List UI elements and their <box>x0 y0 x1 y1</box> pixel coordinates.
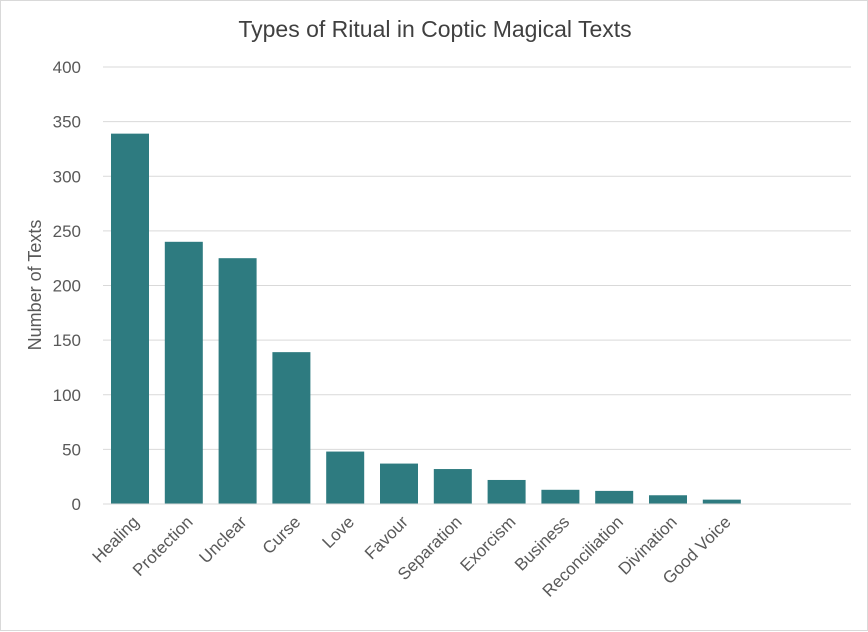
bar-unclear <box>218 258 257 504</box>
y-tick-label: 350 <box>53 113 81 132</box>
y-tick-label: 400 <box>53 58 81 77</box>
bar-favour <box>380 463 418 504</box>
bar-healing <box>111 133 149 504</box>
y-axis-label: Number of Texts <box>25 220 45 351</box>
bar-protection <box>164 241 203 505</box>
gridlines <box>103 66 851 505</box>
bar-divination <box>649 495 687 504</box>
y-tick-label: 100 <box>53 386 81 405</box>
bar-separation <box>433 469 472 504</box>
y-tick-label: 0 <box>72 495 81 514</box>
bar-curse <box>272 352 311 504</box>
y-axis-ticks: 0 50 100 150 200 250 300 350 400 <box>53 58 81 514</box>
bars <box>103 133 851 505</box>
x-tick-label: Curse <box>259 512 305 558</box>
y-tick-label: 150 <box>53 331 81 350</box>
bar-exorcism <box>487 479 526 504</box>
y-tick-label: 50 <box>62 440 81 459</box>
y-tick-label: 200 <box>53 277 81 296</box>
bar-love <box>326 451 365 504</box>
x-tick-label: Favour <box>361 512 412 563</box>
x-tick-label: Exorcism <box>457 512 520 575</box>
x-tick-label: Healing <box>89 512 143 566</box>
y-tick-label: 300 <box>53 167 81 186</box>
x-tick-label: Love <box>319 512 359 552</box>
bar-reconciliation <box>595 490 634 504</box>
bar-business <box>541 489 580 504</box>
x-tick-label: Unclear <box>196 512 251 567</box>
chart-title: Types of Ritual in Coptic Magical Texts <box>238 16 631 42</box>
bar-good-voice <box>702 499 741 504</box>
y-tick-label: 250 <box>53 222 81 241</box>
